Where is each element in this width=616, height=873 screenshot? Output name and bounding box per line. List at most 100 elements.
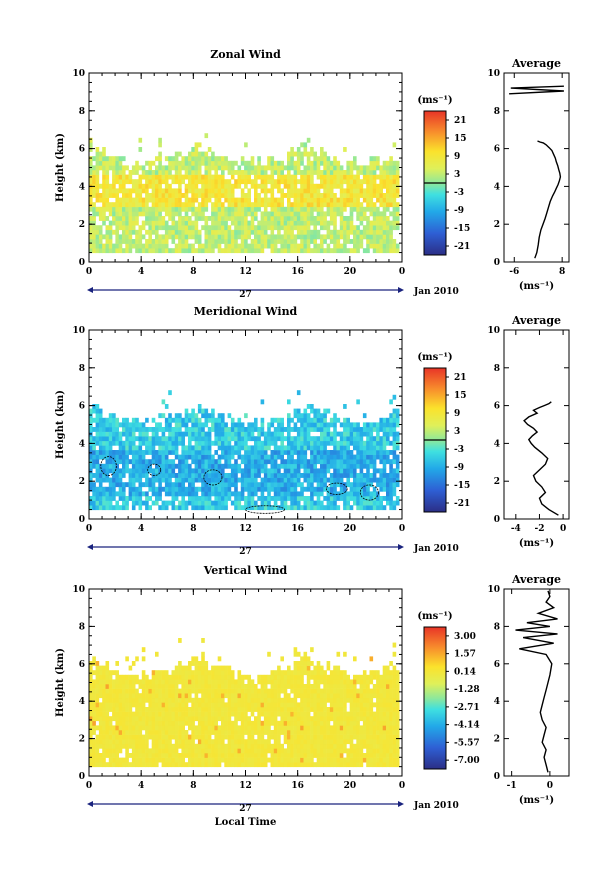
heatmap-cell <box>290 206 294 212</box>
heatmap-cell <box>254 427 258 432</box>
heatmap-cell <box>105 716 110 722</box>
heatmap-cell <box>296 179 301 185</box>
heatmap-cell <box>343 243 347 249</box>
heatmap-cell <box>158 702 162 708</box>
heatmap-cell <box>89 748 93 754</box>
heatmap-cell <box>333 491 337 497</box>
heatmap-cell <box>145 445 149 451</box>
heatmap-cell <box>320 486 324 492</box>
heatmap-cell <box>89 147 93 152</box>
heatmap-cell <box>135 165 139 171</box>
heatmap-cell <box>303 440 308 446</box>
heatmap-cell <box>346 454 350 460</box>
heatmap-cell <box>131 725 136 731</box>
heatmap-cell <box>135 720 139 726</box>
heatmap-cell <box>207 454 212 460</box>
heatmap-cell <box>108 243 113 249</box>
heatmap-cell <box>250 450 255 455</box>
heatmap-cell <box>122 445 126 451</box>
heatmap-cell <box>194 211 199 217</box>
heatmap-cell <box>201 486 205 492</box>
heatmap-cell <box>102 739 106 745</box>
heatmap-cell <box>155 743 159 749</box>
heatmap-cell <box>290 248 294 254</box>
heatmap-cell <box>155 716 159 722</box>
heatmap-cell <box>254 422 258 428</box>
heatmap-cell <box>349 248 354 254</box>
heatmap-cell <box>382 197 387 203</box>
heatmap-cell <box>260 720 265 726</box>
heatmap-cell <box>359 477 364 483</box>
heatmap-cell <box>395 225 400 231</box>
heatmap-cell <box>329 229 334 235</box>
heatmap-cell <box>102 716 106 722</box>
heatmap-cell <box>240 197 245 203</box>
heatmap-cell <box>108 445 113 451</box>
heatmap-cell <box>260 711 265 717</box>
heatmap-cell <box>204 505 209 511</box>
heatmap-cell <box>254 165 258 171</box>
heatmap-cell <box>98 762 103 768</box>
heatmap-cell <box>158 225 162 231</box>
heatmap-cell <box>250 482 255 488</box>
heatmap-cell <box>254 170 258 175</box>
heatmap-cell <box>306 404 311 409</box>
heatmap-cell <box>207 674 212 680</box>
heatmap-cell <box>270 211 275 217</box>
heatmap-cell <box>362 473 367 478</box>
heatmap-cell <box>254 450 258 455</box>
heatmap-cell <box>161 684 166 689</box>
heatmap-cell <box>161 702 166 708</box>
y-tick-label: 6 <box>79 402 85 412</box>
heatmap-cell <box>207 684 212 689</box>
heatmap-cell <box>267 720 271 726</box>
heatmap-cell <box>389 156 393 162</box>
heatmap-cell <box>257 202 261 208</box>
heatmap-cell <box>95 197 100 203</box>
heatmap-cell <box>211 505 215 511</box>
heatmap-cell <box>240 496 245 501</box>
heatmap-cell <box>379 243 383 249</box>
heatmap-cell <box>188 748 192 754</box>
heatmap-cell <box>105 665 110 671</box>
heatmap-cell <box>280 202 284 208</box>
month-label: Jan 2010 <box>413 287 459 297</box>
heatmap-cell <box>135 679 139 685</box>
heatmap-cell <box>362 248 367 254</box>
heatmap-cell <box>389 188 393 194</box>
heatmap-cell <box>138 463 143 469</box>
heatmap-cell <box>128 730 133 735</box>
heatmap-cell <box>362 491 367 497</box>
heatmap-cell <box>128 753 133 758</box>
heatmap-cell <box>303 179 308 185</box>
heatmap-cell <box>115 670 119 676</box>
heatmap-cell <box>148 170 152 175</box>
heatmap-cell <box>329 473 334 478</box>
heatmap-cell <box>376 243 380 249</box>
heatmap-cell <box>283 445 288 451</box>
heatmap-cell <box>184 174 189 180</box>
heatmap-cell <box>343 463 347 469</box>
heatmap-cell <box>273 734 278 740</box>
heatmap-cell <box>92 216 96 221</box>
heatmap-cell <box>343 202 347 208</box>
heatmap-cell <box>250 720 255 726</box>
heatmap-cell <box>280 477 284 483</box>
heatmap-cell <box>379 225 383 231</box>
heatmap-cell <box>151 239 156 244</box>
heatmap-cell <box>250 757 255 763</box>
heatmap-cell <box>174 679 179 685</box>
heatmap-cell <box>227 183 232 189</box>
heatmap-cell <box>221 225 225 231</box>
heatmap-cell <box>89 156 93 162</box>
heatmap-cell <box>89 463 93 469</box>
heatmap-cell <box>131 440 136 446</box>
heatmap-cell <box>221 716 225 722</box>
heatmap-cell <box>224 193 228 198</box>
heatmap-cell <box>296 450 301 455</box>
heatmap-cell <box>191 730 195 735</box>
heatmap-cell <box>131 468 136 474</box>
heatmap-cell <box>141 197 146 203</box>
heatmap-cell <box>158 137 162 143</box>
heatmap-cell <box>395 459 400 465</box>
